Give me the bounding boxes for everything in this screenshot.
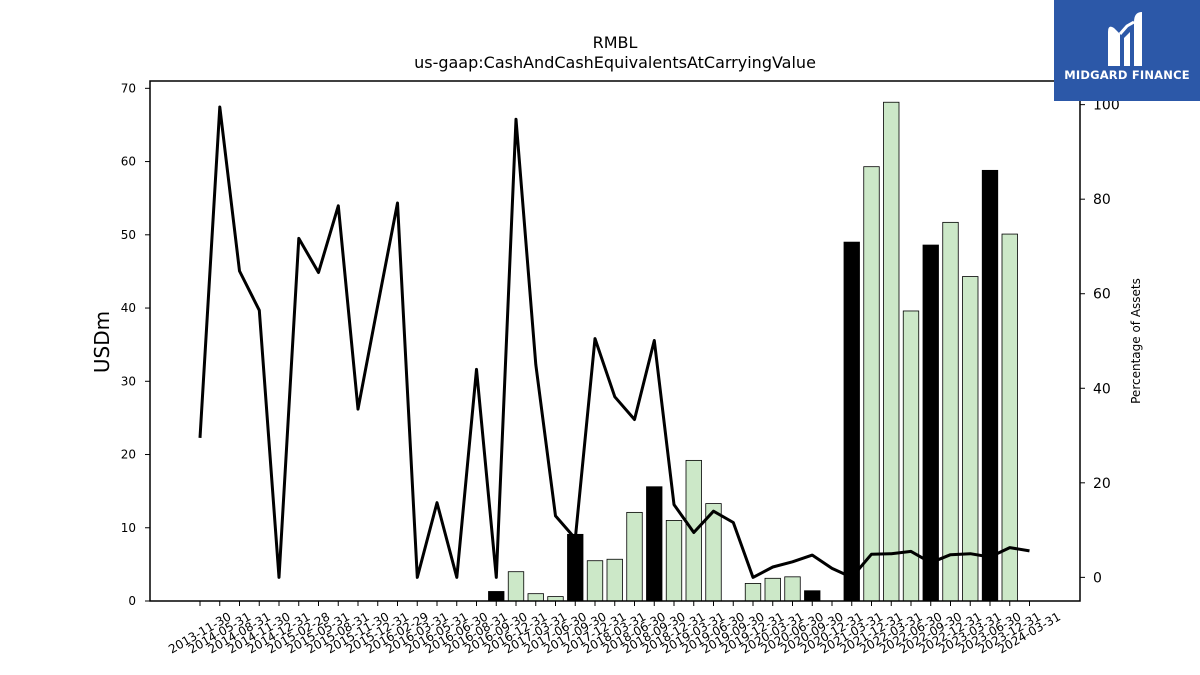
midgard-m-logo-icon bbox=[1108, 12, 1142, 67]
bar bbox=[744, 583, 762, 602]
chart-subtitle: us-gaap:CashAndCashEquivalentsAtCarrying… bbox=[414, 53, 816, 72]
y2-tick-label: 60 bbox=[1093, 287, 1111, 303]
bar-series bbox=[488, 101, 1018, 602]
left-axis-ticks: 0 10 20 30 40 50 60 70 bbox=[121, 81, 150, 608]
bar bbox=[942, 221, 959, 602]
y-tick-label: 60 bbox=[121, 155, 136, 169]
bar bbox=[981, 169, 999, 602]
y-tick-label: 30 bbox=[121, 374, 136, 388]
right-axis-ticks: 0 20 40 60 80 100 bbox=[1080, 98, 1120, 586]
bar bbox=[586, 560, 604, 602]
bar bbox=[1001, 233, 1018, 602]
y-tick-label: 40 bbox=[121, 301, 136, 315]
bar bbox=[784, 576, 801, 602]
y-tick-label: 50 bbox=[121, 228, 136, 242]
y2-tick-label: 20 bbox=[1093, 476, 1111, 492]
bar bbox=[863, 166, 880, 602]
y2-tick-label: 40 bbox=[1093, 381, 1111, 397]
y2-tick-label: 100 bbox=[1093, 98, 1120, 114]
y2-tick-label: 80 bbox=[1093, 192, 1111, 208]
x-axis-ticks: 2013-11-302014-05-312014-08-312014-11-30… bbox=[166, 601, 1063, 656]
y2-tick-label: 0 bbox=[1093, 570, 1102, 586]
bar bbox=[902, 310, 920, 602]
bar bbox=[843, 241, 860, 602]
line-path bbox=[198, 105, 1030, 579]
line-series bbox=[198, 105, 1030, 579]
chart-title: RMBL bbox=[593, 33, 638, 52]
y2-axis-label: Percentage of Assets bbox=[1129, 278, 1143, 404]
y-axis-label: USDm bbox=[90, 311, 114, 373]
bar bbox=[488, 591, 505, 602]
bar bbox=[922, 244, 939, 602]
brand-logo: MIDGARD FINANCE bbox=[1054, 0, 1200, 101]
bar bbox=[527, 593, 544, 602]
bar bbox=[646, 486, 663, 602]
y-tick-label: 70 bbox=[121, 81, 136, 95]
bar bbox=[567, 533, 584, 602]
bar bbox=[764, 577, 781, 602]
bar bbox=[665, 520, 683, 602]
bar bbox=[883, 101, 900, 602]
brand-name: MIDGARD FINANCE bbox=[1064, 68, 1190, 82]
bar bbox=[804, 590, 821, 602]
y-tick-label: 20 bbox=[121, 448, 136, 462]
y-tick-label: 0 bbox=[128, 594, 136, 608]
y-tick-label: 10 bbox=[121, 521, 136, 535]
bar bbox=[626, 511, 643, 602]
bar bbox=[507, 571, 525, 602]
bar bbox=[606, 558, 623, 602]
plot-frame bbox=[149, 80, 1081, 602]
